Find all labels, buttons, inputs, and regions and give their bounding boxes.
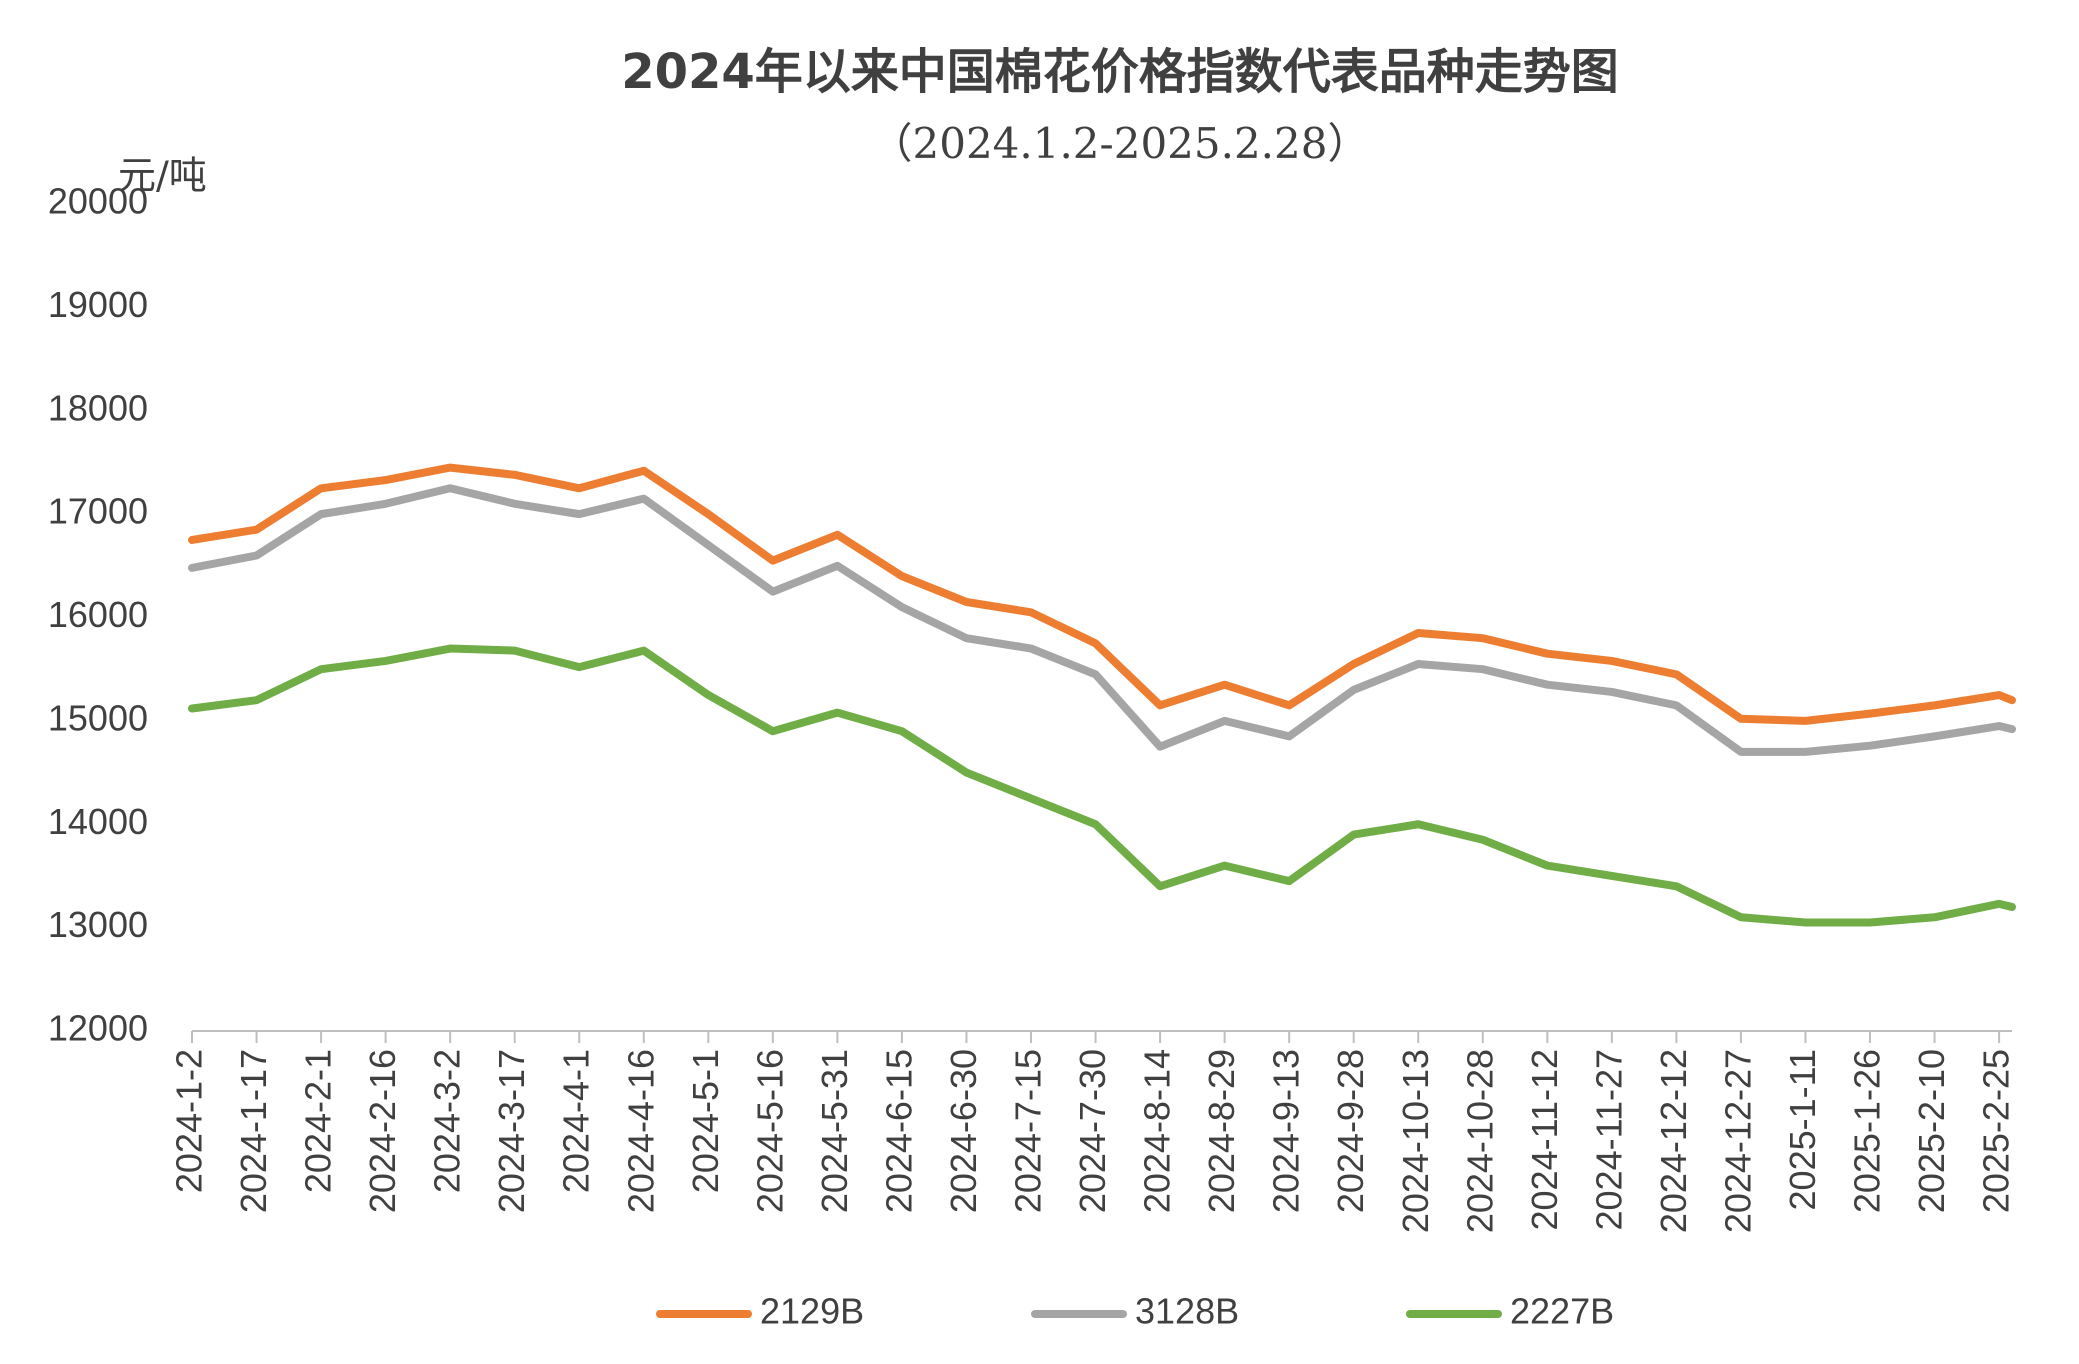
legend-label: 3128B	[1135, 1291, 1239, 1332]
y-tick-label: 17000	[48, 491, 148, 532]
y-tick-label: 18000	[48, 387, 148, 428]
y-tick-label: 19000	[48, 284, 148, 325]
x-tick-label: 2024-8-14	[1137, 1049, 1178, 1213]
x-tick-label: 2024-10-13	[1395, 1049, 1436, 1233]
x-tick-label: 2024-8-29	[1201, 1049, 1242, 1213]
y-tick-label: 12000	[48, 1008, 148, 1049]
x-tick-label: 2024-11-12	[1524, 1049, 1565, 1230]
x-tick-label: 2024-4-1	[556, 1049, 597, 1193]
x-tick-label: 2024-12-27	[1717, 1049, 1758, 1233]
legend-label: 2129B	[760, 1291, 864, 1332]
chart-subtitle: （2024.1.2-2025.2.28）	[871, 119, 1370, 168]
x-tick-label: 2024-7-30	[1072, 1049, 1113, 1213]
x-tick-label: 2025-1-11	[1782, 1049, 1823, 1210]
x-tick-label: 2024-5-31	[814, 1049, 855, 1213]
y-axis-label: 元/吨	[118, 154, 207, 198]
x-tick-label: 2024-6-15	[878, 1049, 919, 1213]
x-tick-label: 2025-1-26	[1847, 1049, 1888, 1213]
series-line	[188, 644, 2016, 927]
x-tick-label: 2024-6-30	[943, 1049, 984, 1213]
x-tick-label: 2024-2-1	[298, 1049, 339, 1193]
legend-label: 2227B	[1510, 1291, 1614, 1332]
series-line	[188, 463, 2016, 725]
y-tick-label: 20000	[48, 181, 148, 222]
x-tick-label: 2024-9-28	[1330, 1049, 1371, 1213]
x-tick-label: 2024-10-28	[1459, 1049, 1500, 1233]
x-tick-label: 2024-2-16	[362, 1049, 403, 1213]
x-tick-label: 2024-5-16	[749, 1049, 790, 1213]
x-tick-label: 2024-5-1	[685, 1049, 726, 1193]
x-tick-label: 2025-2-25	[1976, 1049, 2017, 1213]
x-tick-label: 2024-3-2	[427, 1049, 468, 1193]
series-line	[188, 484, 2016, 756]
y-tick-label: 15000	[48, 697, 148, 738]
x-tick-label: 2024-11-27	[1588, 1049, 1629, 1230]
x-tick-label: 2024-9-13	[1266, 1049, 1307, 1213]
x-tick-label: 2024-12-12	[1653, 1049, 1694, 1233]
y-tick-label: 13000	[48, 904, 148, 945]
x-tick-label: 2024-7-15	[1008, 1049, 1049, 1213]
y-tick-label: 16000	[48, 594, 148, 635]
x-tick-label: 2024-1-17	[233, 1049, 274, 1213]
x-tick-label: 2025-2-10	[1911, 1049, 1952, 1213]
x-tick-label: 2024-1-2	[169, 1049, 210, 1193]
y-tick-label: 14000	[48, 801, 148, 842]
x-tick-label: 2024-4-16	[620, 1049, 661, 1213]
chart-title: 2024年以来中国棉花价格指数代表品种走势图	[621, 44, 1619, 100]
x-tick-label: 2024-3-17	[491, 1049, 532, 1213]
